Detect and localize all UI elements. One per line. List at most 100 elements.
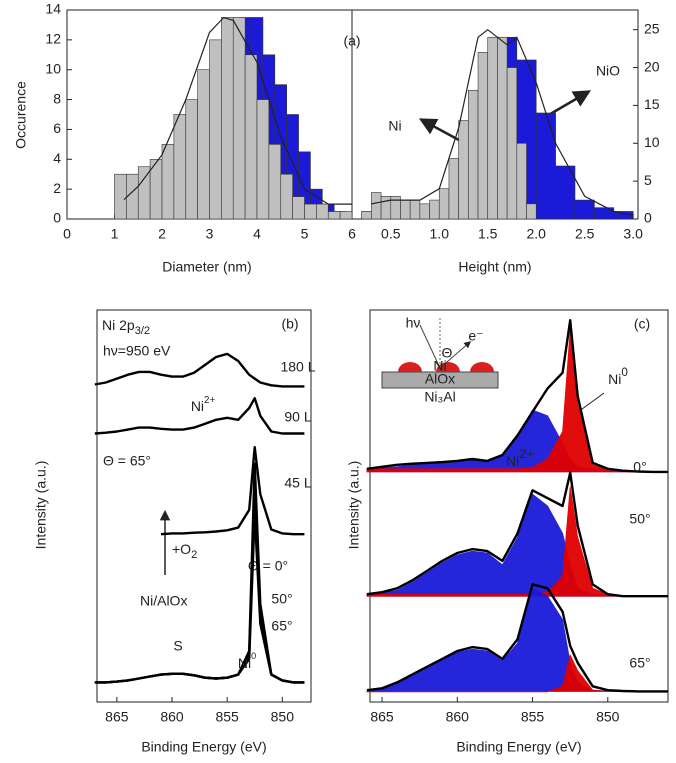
histogram-bar	[448, 158, 459, 220]
annotation-sup: 0	[251, 651, 256, 661]
spectrum	[366, 319, 668, 474]
histogram-bar	[126, 173, 139, 220]
histogram-bar	[535, 112, 556, 220]
x-tick-label: 0.5	[381, 226, 401, 242]
histogram-bar	[280, 173, 293, 220]
annotation: Θ = 65°	[103, 453, 151, 469]
histogram-bar	[477, 52, 489, 220]
histogram-bar	[316, 203, 329, 220]
y2-tick-label: 20	[644, 58, 660, 74]
x-tick-label: 5	[301, 226, 309, 242]
x-tick-label: 1.5	[478, 226, 498, 242]
x-tick-label: 0	[63, 226, 71, 242]
x-tick-label: 2.0	[526, 226, 546, 242]
x-tick-label: 865	[105, 709, 129, 725]
inset-particle	[436, 362, 460, 372]
histogram-bar	[327, 211, 341, 220]
y2-tick-label: 25	[644, 20, 660, 36]
annotation-sub: 2	[191, 549, 197, 561]
histogram-bar	[380, 195, 392, 220]
histogram-bar	[506, 67, 518, 220]
annotation: NiO	[596, 63, 620, 79]
histogram-bar	[438, 188, 450, 220]
x-tick-label: 6	[348, 226, 356, 242]
y2-tick-label: 5	[644, 172, 652, 188]
annotation-main: Ni	[238, 655, 251, 671]
y-tick-label: 0	[53, 210, 61, 226]
annotation: (c)	[634, 316, 650, 332]
x-tick-label: 855	[215, 709, 239, 725]
histogram-bar	[409, 199, 421, 220]
inset-particle	[470, 362, 494, 372]
spectrum-label: 50°	[629, 511, 650, 527]
annotation-sup: 0	[621, 366, 628, 379]
histogram-bar	[197, 69, 210, 220]
y-axis-label: Intensity (a.u.)	[33, 461, 49, 550]
annotation: hν	[406, 315, 421, 331]
y2-tick-label: 10	[644, 134, 660, 150]
histogram-bar	[304, 203, 317, 220]
inset-beam	[419, 324, 441, 369]
annotation: Ni2+	[191, 395, 216, 414]
y-tick-label: 8	[53, 90, 61, 106]
annotation-main: +O	[172, 541, 191, 557]
histogram-bar	[429, 199, 440, 220]
histogram-bar	[400, 199, 411, 220]
x-tick-label: 2	[158, 226, 166, 242]
annotation: Θ	[442, 345, 453, 361]
histogram-bar	[468, 89, 479, 220]
x-tick-label: 4	[253, 226, 261, 242]
y-axis-label: Occurence	[13, 81, 29, 149]
annotation-sub: 3/2	[135, 325, 150, 337]
x-tick-label: 1	[111, 226, 119, 242]
histogram-bar	[161, 144, 175, 220]
spectrum-label: 0°	[633, 459, 646, 475]
spectrum	[366, 583, 668, 693]
spectrum-label: 180 L	[280, 359, 315, 375]
histogram-bar	[371, 192, 382, 220]
fit-curve	[371, 28, 634, 216]
y-tick-label: 2	[53, 180, 61, 196]
annotation: S	[173, 638, 182, 654]
x-tick-label: 865	[370, 709, 394, 725]
fit-curve	[123, 16, 352, 205]
spectrum-label: 90 L	[284, 409, 311, 425]
histogram-bar	[526, 203, 537, 220]
annotation-sup: 2+	[204, 395, 215, 406]
annotation-main: Ni	[608, 371, 621, 387]
x-axis-label: Diameter (nm)	[162, 259, 251, 275]
histogram-bar	[256, 99, 270, 220]
annotation: AlOx	[425, 371, 455, 387]
x-axis-label: Height (nm)	[458, 259, 531, 275]
histogram-bar	[137, 166, 151, 220]
histogram-bar	[173, 114, 187, 220]
histogram-bar	[458, 120, 469, 220]
panel-c-frame	[369, 309, 669, 703]
annotation-main: Ni 2p	[102, 317, 135, 333]
histogram-bar	[574, 199, 595, 220]
annotation: (b)	[281, 316, 298, 332]
histogram-bar	[232, 17, 246, 220]
x-tick-label: 3.0	[623, 226, 643, 242]
annotation: e⁻	[468, 328, 483, 344]
histogram-bar	[292, 196, 305, 220]
x-axis-label: Binding Energy (eV)	[141, 739, 266, 755]
histogram-bar	[339, 211, 353, 220]
y2-tick-label: 15	[644, 96, 660, 112]
inset	[381, 318, 499, 389]
spectrum-label: 50°	[271, 591, 292, 607]
x-tick-label: 1.0	[430, 226, 450, 242]
annotation-main: Ni	[191, 398, 204, 414]
panel-b-frame	[96, 309, 312, 703]
histogram-bar	[497, 36, 508, 220]
x-tick-label: 855	[521, 709, 545, 725]
spectrum	[94, 511, 305, 684]
annotation: (a)	[343, 33, 360, 49]
annotation: hν=950 eV	[103, 343, 171, 359]
spectrum-label: 65°	[629, 655, 650, 671]
histogram-bar	[244, 54, 258, 220]
annotation: Ni₃Al	[424, 389, 455, 405]
spectrum	[160, 446, 305, 536]
